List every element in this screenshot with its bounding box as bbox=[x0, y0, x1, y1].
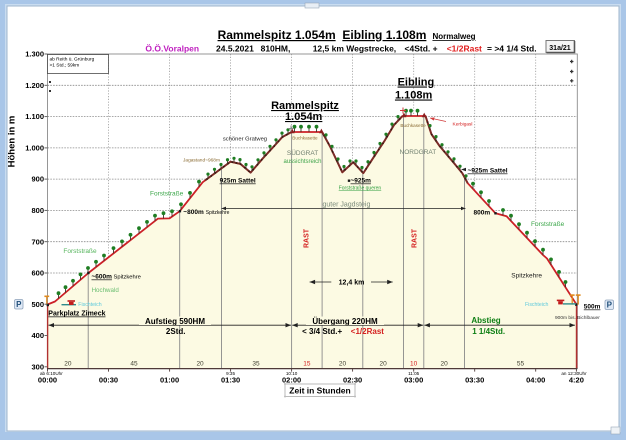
svg-text:500m: 500m bbox=[584, 304, 601, 311]
svg-text:01:30: 01:30 bbox=[221, 376, 240, 385]
svg-text:15: 15 bbox=[303, 360, 311, 367]
svg-text:Forststraße queren: Forststraße queren bbox=[339, 186, 382, 192]
svg-text:900m bis. Bichlbauer: 900m bis. Bichlbauer bbox=[555, 315, 600, 321]
svg-text:NORDGRAT: NORDGRAT bbox=[400, 149, 437, 156]
svg-text:Jagastand~968m: Jagastand~968m bbox=[183, 158, 220, 164]
svg-text:1.200: 1.200 bbox=[25, 81, 44, 90]
svg-text:~800m: ~800m bbox=[183, 209, 204, 216]
svg-text:02:00: 02:00 bbox=[282, 376, 301, 385]
svg-text:Eibling 1.108m: Eibling 1.108m bbox=[342, 28, 426, 42]
svg-text:20: 20 bbox=[380, 360, 388, 367]
svg-text:20: 20 bbox=[196, 360, 204, 367]
svg-text:45: 45 bbox=[130, 360, 138, 367]
svg-text:600: 600 bbox=[31, 269, 44, 278]
svg-text:Forststraße: Forststraße bbox=[150, 191, 184, 198]
svg-text:Forststraße: Forststraße bbox=[63, 248, 97, 255]
svg-text:schöner Gratweg: schöner Gratweg bbox=[223, 137, 267, 143]
svg-text:Fischteich: Fischteich bbox=[525, 302, 548, 308]
svg-text:10:10: 10:10 bbox=[286, 371, 298, 376]
svg-text:~600m: ~600m bbox=[92, 274, 113, 281]
svg-text:925m Sattel: 925m Sattel bbox=[220, 178, 256, 185]
svg-text:~925m Sattel: ~925m Sattel bbox=[468, 168, 508, 175]
svg-text:1.054m: 1.054m bbox=[285, 111, 323, 123]
svg-text:900: 900 bbox=[31, 175, 44, 184]
svg-text:55: 55 bbox=[517, 360, 525, 367]
svg-text:1.300: 1.300 bbox=[25, 50, 44, 59]
svg-text:300: 300 bbox=[31, 362, 44, 371]
svg-text:700: 700 bbox=[31, 237, 44, 246]
svg-text:Spitzkehre: Spitzkehre bbox=[206, 210, 230, 216]
svg-text:20: 20 bbox=[441, 360, 449, 367]
svg-text:400: 400 bbox=[31, 331, 44, 340]
svg-text:Abstieg: Abstieg bbox=[471, 316, 500, 325]
svg-text:10: 10 bbox=[410, 360, 418, 367]
svg-text:9:35: 9:35 bbox=[226, 371, 235, 376]
svg-text:02:30: 02:30 bbox=[343, 376, 362, 385]
svg-text:guter Jagdsteig: guter Jagdsteig bbox=[323, 202, 371, 209]
svg-text:Hochwald: Hochwald bbox=[92, 287, 120, 294]
svg-text:< 3/4 Std.+: < 3/4 Std.+ bbox=[302, 327, 342, 336]
svg-text:>1 Std.; 59km: >1 Std.; 59km bbox=[50, 63, 80, 69]
svg-text:4:20: 4:20 bbox=[569, 376, 584, 385]
svg-text:= >4 1/4 Std.: = >4 1/4 Std. bbox=[487, 44, 537, 54]
svg-text:<1/2Rast: <1/2Rast bbox=[351, 327, 384, 336]
svg-text:Fischteich: Fischteich bbox=[78, 302, 101, 308]
svg-text:2Std.: 2Std. bbox=[166, 327, 186, 336]
svg-text:~925m: ~925m bbox=[351, 178, 372, 185]
svg-text:1 1/4Std.: 1 1/4Std. bbox=[472, 327, 505, 336]
svg-text:Buchkasette: Buchkasette bbox=[400, 123, 426, 128]
svg-text:Zeit in Stunden: Zeit in Stunden bbox=[289, 386, 350, 396]
svg-text:Rammelspitz: Rammelspitz bbox=[271, 100, 339, 112]
svg-text:1.000: 1.000 bbox=[25, 143, 44, 152]
svg-text:P: P bbox=[16, 300, 22, 309]
svg-text:Buchkasette: Buchkasette bbox=[292, 136, 318, 141]
svg-text:Normalweg: Normalweg bbox=[432, 32, 475, 41]
svg-text:Ö.Ö.Voralpen: Ö.Ö.Voralpen bbox=[145, 44, 199, 54]
svg-text:04:00: 04:00 bbox=[526, 376, 545, 385]
svg-text:Eibling: Eibling bbox=[398, 77, 435, 89]
svg-text:35: 35 bbox=[252, 360, 260, 367]
svg-text:RAST: RAST bbox=[412, 228, 419, 248]
svg-text:03:30: 03:30 bbox=[465, 376, 484, 385]
svg-text:Spitzkehre: Spitzkehre bbox=[511, 273, 542, 280]
svg-text:24.5.2021: 24.5.2021 bbox=[216, 44, 254, 54]
svg-text:800: 800 bbox=[31, 206, 44, 215]
svg-text:1.108m: 1.108m bbox=[395, 90, 433, 102]
svg-text:<1/2Rast: <1/2Rast bbox=[447, 44, 482, 54]
svg-text:12,4 km: 12,4 km bbox=[339, 280, 365, 287]
svg-text:Rammelspitz 1.054m: Rammelspitz 1.054m bbox=[218, 28, 336, 42]
svg-text:an 12:30Uhr: an 12:30Uhr bbox=[561, 371, 587, 376]
svg-text:20: 20 bbox=[339, 360, 347, 367]
svg-text:20: 20 bbox=[64, 360, 72, 367]
svg-text:Parkplatz Zimeck: Parkplatz Zimeck bbox=[48, 311, 105, 318]
svg-text:ab 6:10Uhr: ab 6:10Uhr bbox=[40, 371, 63, 376]
svg-text:11:05: 11:05 bbox=[408, 371, 420, 376]
svg-text:800m: 800m bbox=[474, 210, 491, 217]
svg-text:1.100: 1.100 bbox=[25, 112, 44, 121]
svg-text:Höhen in m: Höhen in m bbox=[7, 116, 18, 168]
svg-text:RAST: RAST bbox=[304, 228, 311, 248]
svg-text:Aufstieg 590HM: Aufstieg 590HM bbox=[145, 317, 205, 326]
svg-text:Übergang 220HM: Übergang 220HM bbox=[312, 317, 378, 326]
svg-text:810HM,: 810HM, bbox=[261, 44, 291, 54]
svg-text:03:00: 03:00 bbox=[404, 376, 423, 385]
svg-text:aussichtsreich: aussichtsreich bbox=[284, 159, 322, 165]
svg-text:00:00: 00:00 bbox=[38, 376, 57, 385]
svg-text:Spitzkehre: Spitzkehre bbox=[114, 275, 141, 281]
svg-text:12,5 km Wegstrecke,: 12,5 km Wegstrecke, bbox=[313, 44, 396, 54]
svg-text:01:00: 01:00 bbox=[160, 376, 179, 385]
svg-text:Forststraße: Forststraße bbox=[531, 221, 565, 228]
svg-text:SÜDGRAT: SÜDGRAT bbox=[287, 149, 318, 157]
svg-text:00:30: 00:30 bbox=[99, 376, 118, 385]
svg-text:500: 500 bbox=[31, 300, 44, 309]
svg-text:Kerbigasl: Kerbigasl bbox=[453, 122, 473, 128]
svg-text:31a/21: 31a/21 bbox=[549, 45, 571, 52]
svg-text:<4Std. +: <4Std. + bbox=[405, 44, 438, 54]
svg-text:ab Reith ü. Grünburg: ab Reith ü. Grünburg bbox=[50, 57, 95, 63]
svg-text:P: P bbox=[607, 301, 613, 310]
